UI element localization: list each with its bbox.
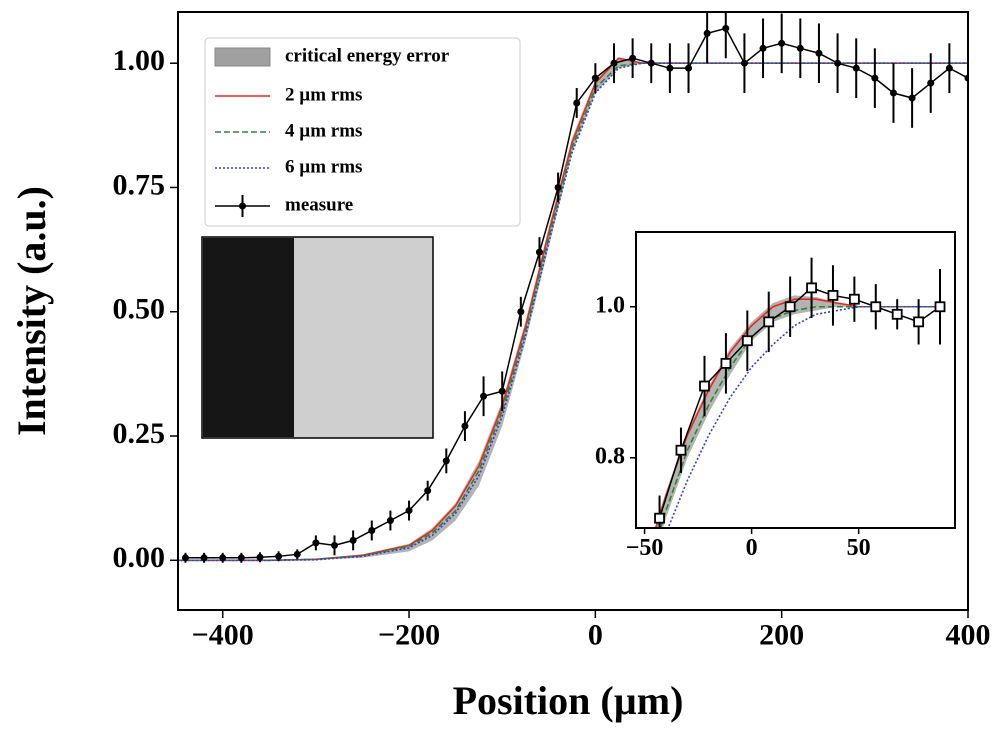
measure-point	[891, 308, 903, 320]
measure-point	[442, 457, 450, 465]
y-tick-label: 0.8	[595, 443, 625, 469]
measure-point	[181, 554, 189, 562]
x-tick-label: −50	[626, 535, 664, 561]
model-line	[178, 62, 968, 562]
inset-photo-dark	[203, 238, 294, 437]
error-band	[654, 295, 945, 528]
measure-point	[386, 517, 394, 525]
measure-point	[784, 301, 796, 313]
measure-point	[908, 94, 916, 102]
y-tick-label: 1.0	[595, 292, 625, 318]
x-tick-label: 200	[759, 618, 804, 651]
measure-point	[934, 301, 946, 313]
plot	[654, 257, 946, 528]
y-tick-label: 0.00	[113, 541, 166, 574]
y-tick-label: 0.25	[113, 417, 166, 450]
x-tick-label: 400	[946, 618, 991, 651]
measure-point	[293, 550, 301, 558]
measure-point	[848, 293, 860, 305]
measure-point	[256, 553, 264, 561]
measure-point	[699, 380, 710, 392]
measure-point	[480, 392, 488, 400]
measure-point	[827, 290, 839, 301]
measure-point	[703, 29, 711, 37]
measure-point	[741, 335, 753, 347]
measure-point	[535, 248, 543, 256]
measure-point	[870, 301, 882, 313]
legend: critical energy error 2 µm rms 4 µm rms 6 µ…	[204, 37, 521, 227]
measure-point	[424, 487, 432, 495]
x-tick-label: −200	[378, 618, 440, 651]
measure-point	[685, 64, 693, 72]
measure-point	[675, 444, 687, 456]
measure-point	[610, 59, 618, 67]
measure-point	[573, 99, 581, 107]
measure-point	[349, 536, 357, 544]
measure-point	[834, 59, 842, 67]
measure-point	[312, 539, 320, 547]
legend-frame	[204, 37, 521, 227]
legend-label: critical energy error	[285, 45, 450, 66]
y-tick-label: 0.75	[113, 168, 166, 201]
measure-point	[722, 24, 730, 32]
measure-point	[806, 282, 817, 294]
model-line	[654, 298, 945, 528]
measure-point	[629, 54, 637, 62]
axes-frame	[635, 231, 956, 529]
measure-point	[368, 526, 376, 534]
measure-point	[654, 512, 665, 524]
measure-point	[763, 316, 775, 328]
x-tick-label: 0	[746, 535, 758, 561]
model-line	[178, 62, 968, 562]
measure-point	[889, 89, 897, 97]
plot	[178, 12, 968, 563]
x-tick-label: −400	[192, 618, 254, 651]
measure-point	[219, 554, 227, 562]
measure-point	[275, 552, 283, 560]
measure-point	[591, 74, 599, 82]
measure-point	[871, 74, 879, 82]
measure-point	[554, 183, 562, 191]
measure-point	[815, 49, 823, 57]
measure-point	[759, 44, 767, 52]
legend-swatch	[239, 202, 246, 210]
legend-label: 2 µm rms	[285, 84, 362, 105]
measure-point	[331, 541, 339, 549]
x-tick-label: 0	[588, 618, 603, 651]
measure-point	[405, 507, 413, 515]
model-line	[667, 305, 945, 528]
measure-point	[740, 59, 748, 67]
measure-point	[913, 316, 925, 328]
measure-point	[927, 79, 935, 87]
measure-point	[945, 64, 953, 72]
measure-point	[200, 554, 208, 562]
measure-point	[237, 554, 245, 562]
legend-label: 6 µm rms	[285, 156, 362, 177]
y-tick-label: 1.00	[113, 44, 166, 77]
measure-point	[796, 44, 804, 52]
x-axis-label: Position (µm)	[453, 678, 684, 723]
measure-point	[647, 59, 655, 67]
measure-point	[778, 39, 786, 47]
measure-point	[498, 387, 506, 395]
measure-point	[720, 357, 732, 369]
legend-label: measure	[285, 194, 353, 215]
measure-point	[517, 308, 525, 316]
x-tick-label: 50	[847, 535, 871, 561]
measure-point	[852, 64, 860, 72]
y-axis-label: Intensity (a.u.)	[9, 186, 54, 436]
measure-point	[666, 64, 674, 72]
y-tick-label: 0.50	[113, 293, 166, 326]
legend-label: 4 µm rms	[285, 120, 362, 141]
measure-point	[461, 422, 469, 430]
legend-swatch	[214, 47, 271, 67]
